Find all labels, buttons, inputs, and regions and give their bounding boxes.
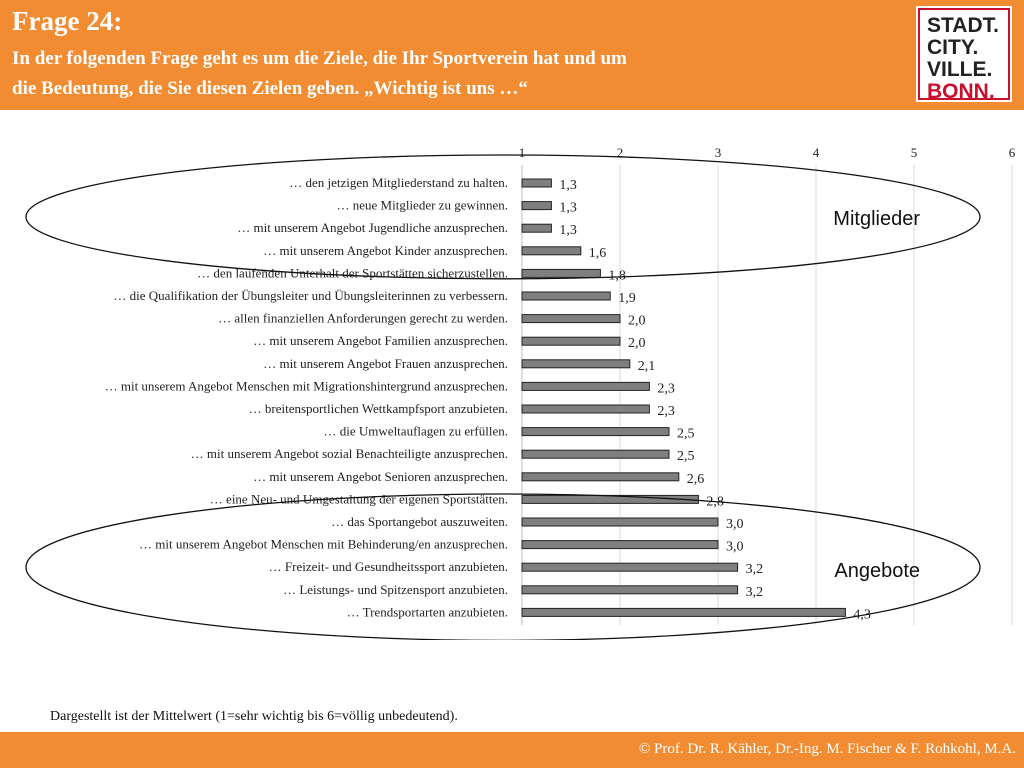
bar (521, 201, 552, 211)
value-label: 1,6 (589, 246, 607, 261)
bar (521, 540, 719, 550)
bar (521, 381, 650, 391)
bar (521, 517, 719, 527)
value-label: 1,9 (618, 291, 636, 306)
annotation-ellipse (25, 493, 981, 640)
chart-note: Dargestellt ist der Mittelwert (1=sehr w… (50, 709, 458, 724)
category-label: … das Sportangebot auszuweiten. (331, 514, 508, 529)
category-label: … Freizeit- und Gesundheitssport anzubie… (269, 559, 508, 574)
bar (521, 404, 650, 414)
category-label: … die Qualifikation der Übungsleiter und… (113, 288, 508, 303)
value-label: 2,5 (677, 449, 695, 464)
value-label: 2,0 (628, 336, 646, 351)
value-label: 2,3 (657, 381, 675, 396)
value-label: 2,6 (687, 472, 705, 487)
value-label: 3,2 (746, 585, 764, 600)
logo-line4: BONN. (927, 80, 995, 103)
bar (521, 223, 552, 233)
category-label: … allen finanziellen Anforderungen gerec… (218, 311, 508, 326)
bar (521, 314, 621, 324)
category-label: … mit unserem Angebot Kinder anzuspreche… (263, 243, 508, 258)
bonn-logo: STADT. CITY. VILLE. BONN. (916, 6, 1012, 102)
bar (521, 607, 846, 617)
value-label: 2,3 (657, 404, 675, 419)
bar-chart: 1 2 3 4 5 6 … den jetzigen Mitgliederstand zu … (25, 145, 1016, 640)
logo-line2: CITY. (927, 36, 979, 59)
copyright-credit: © Prof. Dr. R. Kähler, Dr.-Ing. M. Fisch… (638, 741, 1016, 757)
value-label: 3,2 (746, 562, 764, 577)
value-label: 1,8 (608, 268, 626, 283)
x-tick-label: 4 (813, 145, 820, 160)
value-label: 2,0 (628, 314, 646, 329)
bar (521, 427, 670, 437)
logo-line3: VILLE. (927, 58, 993, 81)
x-tick-label: 6 (1009, 145, 1016, 160)
slide-title: Frage 24: (12, 6, 123, 36)
bar (521, 449, 670, 459)
category-label: … die Umweltauflagen zu erfüllen. (324, 424, 508, 439)
bar (521, 359, 631, 369)
bar (521, 472, 680, 482)
x-tick-label: 2 (617, 145, 624, 160)
category-label: … mit unserem Angebot Menschen mit Migra… (105, 378, 508, 393)
logo-line1: STADT. (927, 14, 999, 37)
value-label: 1,3 (559, 178, 577, 193)
annotation-ellipse (25, 154, 981, 280)
value-label: 3,0 (726, 517, 744, 532)
footer-bar: © Prof. Dr. R. Kähler, Dr.-Ing. M. Fisch… (0, 732, 1024, 768)
bar (521, 268, 601, 278)
category-label: … den laufenden Unterhalt der Sportstätt… (197, 265, 508, 280)
bar (521, 291, 611, 301)
category-label: … mit unserem Angebot sozial Benachteili… (191, 446, 508, 461)
bar (521, 585, 739, 595)
category-label: … mit unserem Angebot Jugendliche anzusp… (237, 220, 508, 235)
value-label: 3,0 (726, 540, 744, 555)
bar (521, 562, 739, 572)
bar (521, 336, 621, 346)
bar (521, 246, 582, 256)
bar (521, 494, 699, 504)
value-label: 1,3 (559, 223, 577, 238)
category-label: … mit unserem Angebot Menschen mit Behin… (139, 537, 508, 552)
annotation-label: Angebote (834, 560, 920, 582)
category-label: … Leistungs- und Spitzensport anzubieten… (283, 582, 508, 597)
category-label: … Trendsportarten anzubieten. (347, 604, 508, 619)
category-label: … den jetzigen Mitgliederstand zu halten… (289, 175, 508, 190)
x-tick-label: 3 (715, 145, 722, 160)
annotation-label: Mitglieder (833, 208, 920, 230)
category-label: … mit unserem Angebot Familien anzusprec… (253, 333, 508, 348)
category-label: … mit unserem Angebot Senioren anzusprec… (253, 469, 508, 484)
value-label: 1,3 (559, 201, 577, 216)
bar (521, 178, 552, 188)
question-text-line1: In der folgenden Frage geht es um die Zi… (12, 48, 627, 69)
value-label: 2,1 (638, 359, 656, 374)
value-label: 2,5 (677, 427, 695, 442)
category-label: … neue Mitglieder zu gewinnen. (337, 198, 508, 213)
x-tick-label: 1 (519, 145, 526, 160)
category-label: … breitensportlichen Wettkampfsport anzu… (249, 401, 508, 416)
category-label: … mit unserem Angebot Frauen anzuspreche… (263, 356, 508, 371)
question-text-line2: die Bedeutung, die Sie diesen Zielen geb… (12, 78, 528, 99)
x-tick-label: 5 (911, 145, 918, 160)
header-bar: Frage 24: In der folgenden Frage geht es… (0, 0, 1024, 110)
